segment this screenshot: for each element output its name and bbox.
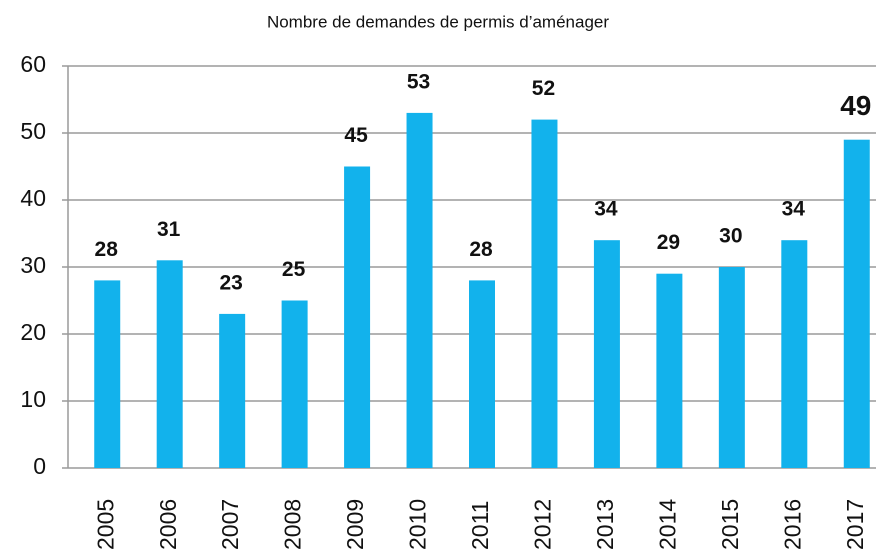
- y-tick-label: 30: [20, 252, 46, 278]
- x-tick-label: 2007: [217, 499, 243, 550]
- x-tick-label: 2014: [654, 499, 680, 550]
- y-tick-label: 20: [20, 319, 46, 345]
- data-label: 23: [219, 271, 242, 294]
- chart-title: Nombre de demandes de permis d’aménager: [267, 12, 609, 31]
- x-tick-label: 2010: [405, 499, 431, 550]
- data-label: 52: [532, 77, 555, 100]
- bar: [156, 260, 183, 468]
- bar: [781, 240, 808, 468]
- x-tick-label: 2008: [280, 499, 306, 550]
- x-tick-label: 2005: [92, 499, 118, 550]
- bar: [469, 280, 495, 468]
- x-tick-label: 2017: [842, 499, 868, 550]
- data-label: 49: [840, 90, 871, 121]
- bar: [843, 139, 870, 468]
- y-tick-label: 10: [20, 386, 46, 412]
- bar: [281, 300, 308, 468]
- data-label: 45: [344, 124, 368, 147]
- bar: [656, 273, 683, 468]
- data-label: 29: [657, 231, 680, 254]
- x-tick-label: 2015: [717, 499, 743, 550]
- bar: [94, 280, 121, 468]
- y-tick-label: 40: [20, 185, 46, 211]
- data-label: 34: [782, 198, 806, 221]
- bar: [531, 119, 558, 468]
- x-tick-label: 2011: [467, 501, 493, 550]
- x-tick-label: 2016: [779, 499, 805, 550]
- data-label: 30: [719, 225, 742, 248]
- bar: [344, 166, 371, 468]
- y-tick-label: 0: [33, 453, 46, 479]
- data-label: 34: [594, 198, 618, 221]
- data-label: 28: [469, 238, 493, 261]
- x-tick-label: 2012: [530, 499, 556, 550]
- x-tick-label: 2013: [592, 499, 618, 550]
- bar: [718, 267, 745, 468]
- bar: [219, 313, 246, 468]
- x-tick-label: 2009: [342, 499, 368, 550]
- y-tick-label: 50: [20, 118, 46, 144]
- bar: [593, 240, 620, 468]
- data-label: 53: [407, 70, 430, 93]
- y-tick-label: 60: [20, 51, 46, 77]
- data-label: 25: [282, 258, 306, 281]
- data-label: 31: [157, 218, 181, 241]
- bar: [406, 112, 433, 469]
- x-tick-label: 2006: [155, 499, 181, 550]
- data-label: 28: [95, 238, 119, 261]
